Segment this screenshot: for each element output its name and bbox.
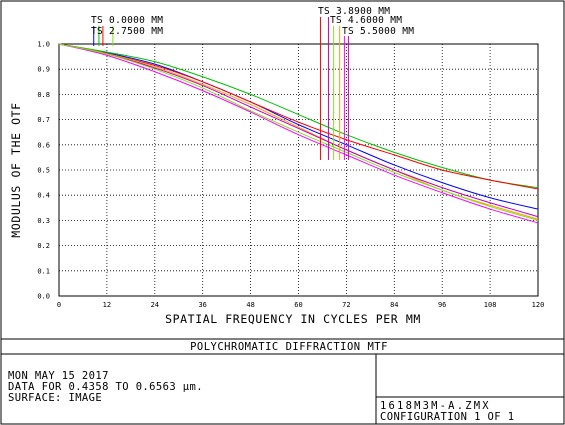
field-marker-label: TS 4.6000 MM — [330, 15, 402, 26]
x-tick-label: 84 — [390, 301, 398, 309]
y-tick-label: 0.5 — [37, 167, 50, 175]
info-surface: SURFACE: IMAGE — [8, 392, 102, 404]
y-tick-label: 0.7 — [37, 116, 50, 124]
x-tick-label: 0 — [57, 301, 61, 309]
y-tick-label: 0.3 — [37, 217, 50, 225]
mtf-curve-7 — [58, 43, 539, 221]
y-tick-label: 0.8 — [37, 91, 50, 99]
x-axis-label: SPATIAL FREQUENCY IN CYCLES PER MM — [165, 312, 421, 326]
y-tick-label: 0.1 — [37, 267, 50, 275]
x-tick-label: 36 — [198, 301, 206, 309]
mtf-curves — [58, 43, 539, 224]
chart-title: POLYCHROMATIC DIFFRACTION MTF — [190, 341, 388, 353]
x-tick-label: 96 — [438, 301, 446, 309]
mtf-curve-2 — [58, 43, 539, 189]
gridlines — [59, 44, 538, 296]
y-tick-label: 0.6 — [37, 141, 50, 149]
x-tick-label: 12 — [103, 301, 111, 309]
x-tick-label: 108 — [484, 301, 497, 309]
y-tick-label: 1.0 — [37, 41, 50, 49]
field-marker-label: TS 0.0000 MM — [91, 15, 163, 26]
mtf-curve-1 — [58, 43, 539, 210]
mtf-curve-6 — [58, 43, 539, 224]
y-tick-labels: 0.0 0.1 0.2 0.3 0.4 0.5 0.6 0.7 0.8 0.9 1.0 — [37, 41, 50, 301]
field-marker-label: TS 3.8900 MM — [318, 6, 390, 17]
x-tick-label: 48 — [246, 301, 254, 309]
mtf-curve-3 — [58, 43, 539, 190]
x-tick-labels: 0 12 24 36 48 60 72 84 96 108 120 — [57, 301, 544, 309]
x-tick-label: 120 — [532, 301, 545, 309]
info-file-name: 1618M3M-A.ZMX — [380, 400, 491, 412]
info-configuration: CONFIGURATION 1 OF 1 — [380, 411, 514, 423]
x-tick-label: 72 — [342, 301, 350, 309]
info-wavelength-range: DATA FOR 0.4358 TO 0.6563 µm. — [8, 381, 203, 393]
x-tick-label: 24 — [151, 301, 159, 309]
x-tick-label: 60 — [294, 301, 302, 309]
y-tick-label: 0.4 — [37, 192, 50, 200]
field-markers — [93, 17, 349, 160]
mtf-curve-5 — [58, 43, 539, 218]
y-tick-label: 0.2 — [37, 242, 50, 250]
plot-area: 0 12 24 36 48 60 72 84 96 108 120 0.00.10.20.30.40… — [37, 6, 544, 309]
y-axis-label: MODULUS OF THE OTF — [9, 102, 23, 237]
y-tick-label: 0.0 — [37, 293, 50, 301]
field-marker-label: TS 2.7500 MM — [91, 26, 163, 37]
info-date: MON MAY 15 2017 — [8, 370, 109, 382]
y-tick-label: 0.9 — [37, 66, 50, 74]
field-marker-label: TS 5.5000 MM — [342, 26, 414, 37]
